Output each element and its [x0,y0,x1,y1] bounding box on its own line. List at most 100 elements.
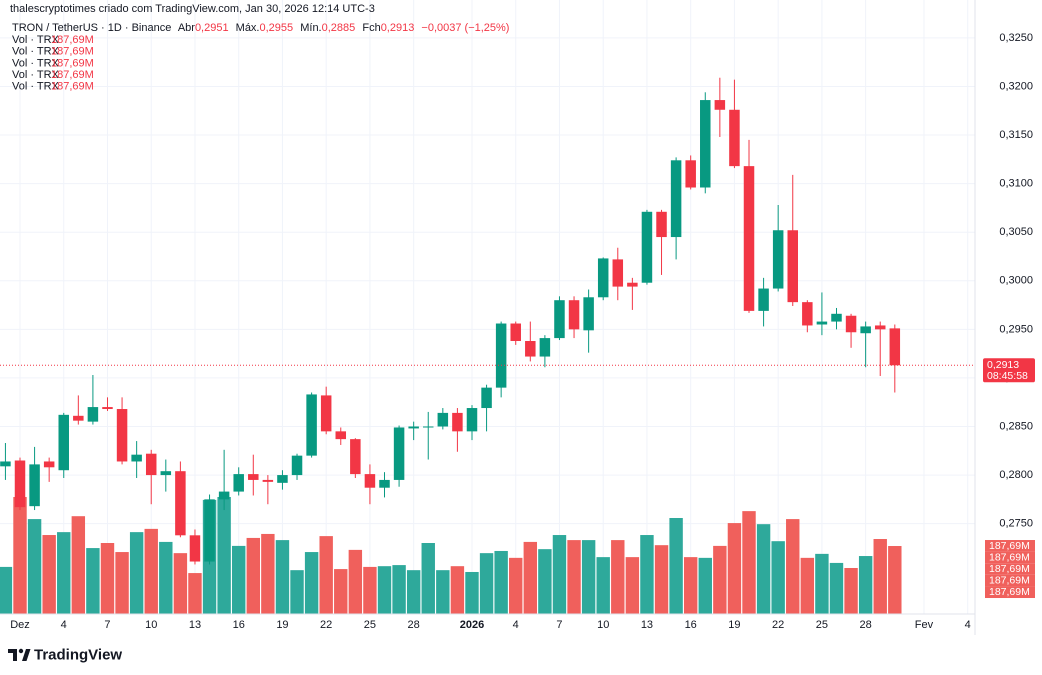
candle-body [831,313,842,322]
x-tick-label: 10 [145,619,157,631]
volume-bar [217,496,231,614]
volume-bar [581,540,596,614]
brand-name: TradingView [34,646,122,663]
volume-bar [465,571,479,614]
y-tick-label: 0,3250 [999,32,1033,44]
candle-body [379,479,390,488]
candle-body [350,439,361,475]
indicator-value: 187,69M [51,57,94,69]
volume-bar [86,548,100,614]
x-tick-label: 19 [276,619,288,631]
volume-bar [800,557,815,614]
volume-bar [683,557,698,614]
x-tick-label: 4 [61,619,67,631]
candle-body [262,479,274,482]
volume-bar [625,557,640,614]
candle-body [320,395,332,432]
indicator-name: Vol · TRX [12,46,60,58]
volume-bar [698,557,712,614]
volume-bar [377,566,392,614]
candle-body [700,100,711,188]
open-value: 0,2951 [195,22,229,34]
x-tick-label: 16 [233,619,245,631]
y-tick-label: 0,3000 [999,275,1033,287]
candle-body [685,160,696,188]
logo-mark [18,648,24,654]
volume-bar [363,566,377,614]
volume-bar [509,557,523,614]
volume-bar [888,546,902,614]
indicator-value: 187,69M [51,81,94,93]
volume-bar [873,539,887,614]
candle-body [102,407,113,410]
candle-body [714,100,726,110]
grid [0,0,975,614]
x-tick-label: 25 [816,619,828,631]
indicator-name: Vol · TRX [12,69,60,81]
indicator-name: Vol · TRX [12,81,60,93]
x-tick-label: 22 [772,619,784,631]
indicator-name: Vol · TRX [12,34,60,46]
candle-body [393,427,405,480]
x-tick-label: 4 [513,619,519,631]
volume-bar [421,543,435,614]
x-tick-label: 7 [556,619,562,631]
y-tick-label: 0,3150 [999,129,1033,141]
candle-body [758,288,769,311]
last-price-badge [983,358,1035,383]
candle-body [175,471,186,536]
volume-bar [0,566,13,614]
x-tick-label: 28 [860,619,872,631]
close-name: Fch [362,22,380,34]
candle-body [0,461,11,467]
x-tick-label: 19 [728,619,740,631]
candle-body [743,166,755,311]
volume-bar [188,573,202,614]
candle-body [364,474,376,488]
volume-bar [479,553,494,614]
candle-body [670,160,682,238]
volume-bar [596,557,610,614]
logo-mark [8,649,17,661]
volume-bar [844,567,858,614]
low-name: Mín. [300,22,321,34]
high-value: 0,2955 [260,22,294,34]
indicator-value: 187,69M [51,46,94,58]
candle-body [408,426,419,429]
candle-body [802,302,813,326]
countdown-label: 08:45:58 [987,370,1028,382]
candle-body [87,407,99,422]
x-tick-label: 10 [597,619,609,631]
volume-badge [985,540,1035,552]
volume-bar [450,566,465,614]
volume-bar [57,532,71,614]
volume-badge [985,586,1035,599]
candle-body [145,453,157,476]
candle-body [73,415,84,421]
volume-badge [985,551,1035,564]
candle-body [729,109,740,167]
low-value: 0,2885 [322,22,356,34]
candle-body [539,338,551,357]
volume-bar [275,540,290,614]
volume-badge-label: 187,69M [989,563,1030,575]
volume-bar [815,553,829,614]
x-tick-label: 2026 [460,619,484,631]
candle-body [525,341,536,357]
x-tick-label: 25 [364,619,376,631]
candle-body [43,461,55,468]
last-price-label: 0,2913 [987,359,1019,371]
candle-body [481,387,492,409]
y-tick-label: 0,2850 [999,420,1033,432]
candle-body [772,230,784,289]
candle-body [612,259,624,287]
candle-body [248,474,259,480]
volume-bar [756,524,771,614]
candle-body [291,455,303,476]
volume-bar [858,556,873,614]
y-tick-label: 0,2800 [999,469,1033,481]
candle-body [189,535,201,562]
volume-bar [567,540,581,614]
ohlc-legend: TRON / TetherUS · 1D · Binance Abr0,2951… [12,22,509,34]
volume-bar [246,537,260,614]
